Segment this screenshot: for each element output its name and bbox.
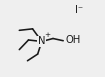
Text: OH: OH [66,35,81,45]
Text: N: N [38,36,45,46]
Text: I⁻: I⁻ [75,5,83,15]
Text: +: + [44,32,50,38]
